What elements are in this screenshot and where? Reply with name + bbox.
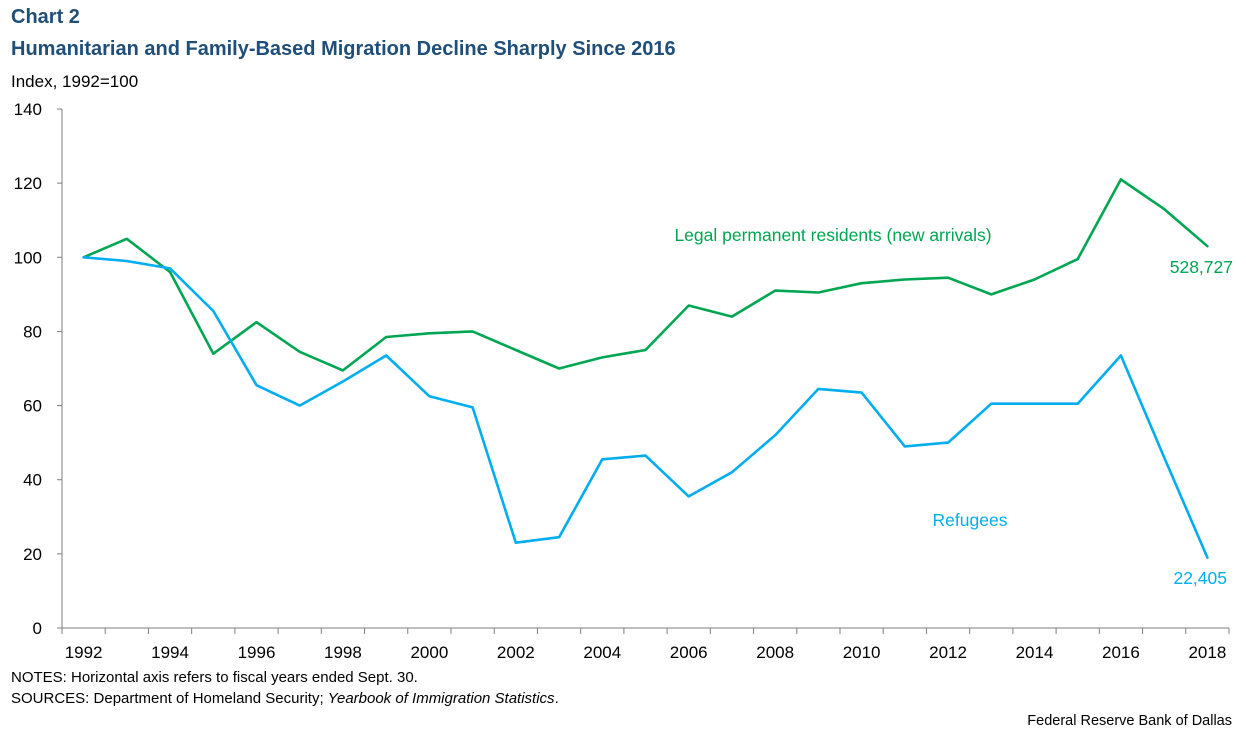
x-tick-label: 2014 <box>1016 643 1054 662</box>
sources-publication: Yearbook of Immigration Statistics <box>327 690 555 707</box>
y-tick-label: 0 <box>33 619 42 638</box>
x-tick-label: 2002 <box>497 643 535 662</box>
x-axis: 1992 1994 1996 1998 2000 2002 2004 2006 2008 2010… <box>61 627 1230 662</box>
y-tick-label: 120 <box>14 174 42 193</box>
chart-sources: SOURCES: Department of Homeland Security… <box>11 690 559 707</box>
y-tick-label: 40 <box>23 471 42 490</box>
x-tick-label: 2010 <box>843 643 881 662</box>
publisher-credit: Federal Reserve Bank of Dallas <box>1027 713 1232 729</box>
x-tick-label: 2004 <box>583 643 621 662</box>
chart-title: Humanitarian and Family-Based Migration … <box>11 38 676 60</box>
series-name-label: Legal permanent residents (new arrivals) <box>674 225 991 245</box>
x-tick-label: 2018 <box>1188 643 1226 662</box>
x-tick-label: 2016 <box>1102 643 1140 662</box>
x-tick-label: 2006 <box>670 643 708 662</box>
x-tick-label: 1994 <box>151 643 189 662</box>
series-labels: Legal permanent residents (new arrivals)… <box>674 225 1233 588</box>
sources-prefix: SOURCES: Department of Homeland Security… <box>11 690 328 707</box>
series-line-legal-permanent-residents <box>82 178 1209 372</box>
x-tick-label: 1992 <box>65 643 103 662</box>
series-end-value-label: 22,405 <box>1173 568 1227 588</box>
chart-notes: NOTES: Horizontal axis refers to fiscal … <box>11 669 418 686</box>
x-tick-label: 1996 <box>238 643 276 662</box>
y-tick-label: 20 <box>23 545 42 564</box>
x-tick-label: 2012 <box>929 643 967 662</box>
series-end-value-label: 528,727 <box>1170 257 1233 277</box>
y-tick-label: 60 <box>23 397 42 416</box>
series-lines <box>82 178 1209 559</box>
y-tick-label: 100 <box>14 248 42 267</box>
x-tick-label: 2000 <box>410 643 448 662</box>
series-name-label: Refugees <box>933 510 1008 530</box>
y-axis: 0 20 40 60 80 100 120 140 <box>14 100 63 638</box>
x-tick-label: 1998 <box>324 643 362 662</box>
series-line-refugees <box>82 255 1209 559</box>
sources-suffix: . <box>554 690 559 707</box>
chart-number: Chart 2 <box>11 6 80 28</box>
y-axis-unit-label: Index, 1992=100 <box>11 72 139 91</box>
x-tick-label: 2008 <box>756 643 794 662</box>
y-tick-label: 80 <box>23 322 42 341</box>
y-tick-label: 140 <box>14 100 42 119</box>
